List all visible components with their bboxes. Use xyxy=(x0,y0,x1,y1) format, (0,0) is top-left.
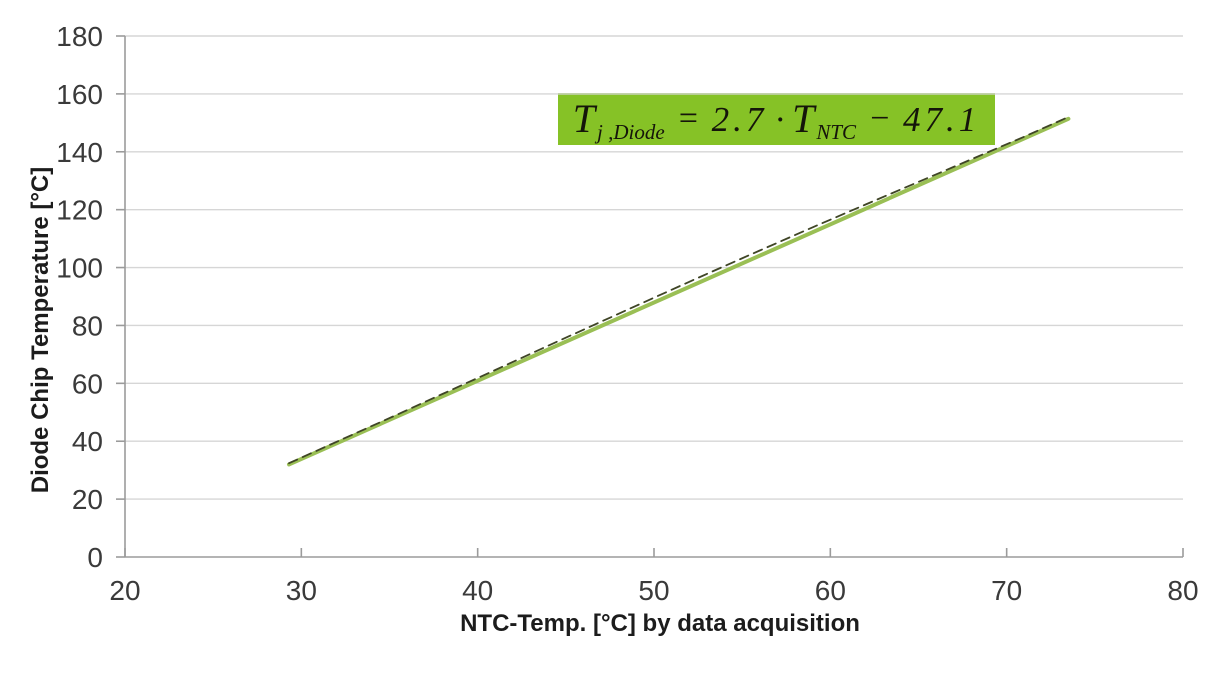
equation-slope-value: 2.7 xyxy=(711,99,768,139)
series-measured-data xyxy=(288,116,1070,465)
y-tick-label-100: 100 xyxy=(56,253,103,284)
x-tick-label-60: 60 xyxy=(815,575,846,606)
y-tick-label-80: 80 xyxy=(72,310,103,341)
y-axis-title: Diode Chip Temperature [°C] xyxy=(27,166,54,494)
equation-equals-sign: = xyxy=(676,100,700,137)
x-tick-label-40: 40 xyxy=(462,575,493,606)
y-tick-label-140: 140 xyxy=(56,137,103,168)
y-tick-label-0: 0 xyxy=(87,542,103,573)
y-tick-label-180: 180 xyxy=(56,21,103,52)
equation-rhs-subscript: NTC xyxy=(816,119,857,144)
series-linear-fit-trendline xyxy=(287,116,1071,467)
equation-intercept-value: 47.1 xyxy=(903,99,981,139)
equation-rhs-symbol: T xyxy=(792,96,815,141)
y-tick-label-60: 60 xyxy=(72,368,103,399)
y-tick-label-40: 40 xyxy=(72,426,103,457)
y-tick-label-20: 20 xyxy=(72,484,103,515)
equation-multiply-dot: · xyxy=(775,99,785,139)
x-axis-title: NTC-Temp. [°C] by data acquisition xyxy=(460,610,860,637)
x-tick-label-80: 80 xyxy=(1167,575,1198,606)
x-tick-label-70: 70 xyxy=(991,575,1022,606)
x-tick-label-50: 50 xyxy=(638,575,669,606)
y-tick-label-160: 160 xyxy=(56,79,103,110)
x-tick-label-30: 30 xyxy=(286,575,317,606)
y-tick-label-120: 120 xyxy=(56,195,103,226)
equation-lhs-symbol: T xyxy=(572,96,595,141)
equation-lhs-subscript: j ,Diode xyxy=(596,119,665,144)
x-tick-label-20: 20 xyxy=(109,575,140,606)
equation-minus-sign: − xyxy=(868,100,891,137)
